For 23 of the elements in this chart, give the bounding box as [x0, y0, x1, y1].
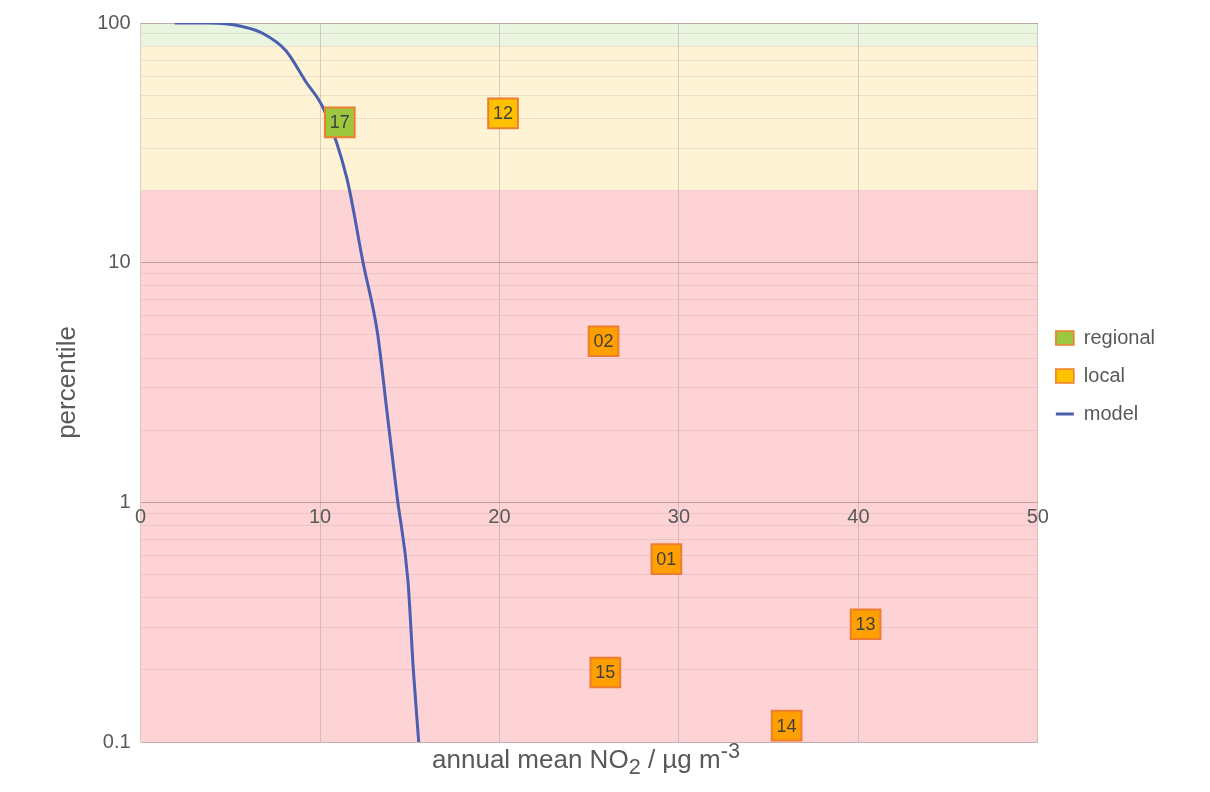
y-tick-label: 100: [97, 10, 131, 33]
x-tick-label: 40: [847, 504, 870, 527]
y-tick-label: 1: [119, 489, 131, 512]
annotation: 01: [656, 549, 677, 569]
annotation: 15: [595, 662, 616, 683]
annotation: 12: [493, 103, 514, 124]
line-series: [173, 23, 421, 742]
y-tick-label: 10: [108, 250, 131, 273]
x-tick-label: 50: [1026, 504, 1049, 527]
annotation: 14: [776, 715, 797, 736]
y-tick-label: 0.1: [102, 729, 131, 752]
x-tick-label: 0: [135, 504, 147, 527]
annotation: 13: [855, 614, 876, 635]
x-tick-label: 30: [667, 504, 691, 527]
legend-label: regional: [1083, 325, 1156, 348]
x-axis-title: annual mean NO$_{2}$ / µg m$^{-3}$: [431, 738, 741, 780]
legend-label: local: [1083, 363, 1125, 386]
x-tick-label: 10: [308, 504, 332, 527]
x-tick-label: 20: [488, 504, 511, 527]
annotation: 02: [593, 331, 614, 352]
y-axis-title: percentile: [50, 326, 81, 439]
annotation: 17: [329, 112, 350, 133]
legend-label: model: [1083, 401, 1139, 424]
